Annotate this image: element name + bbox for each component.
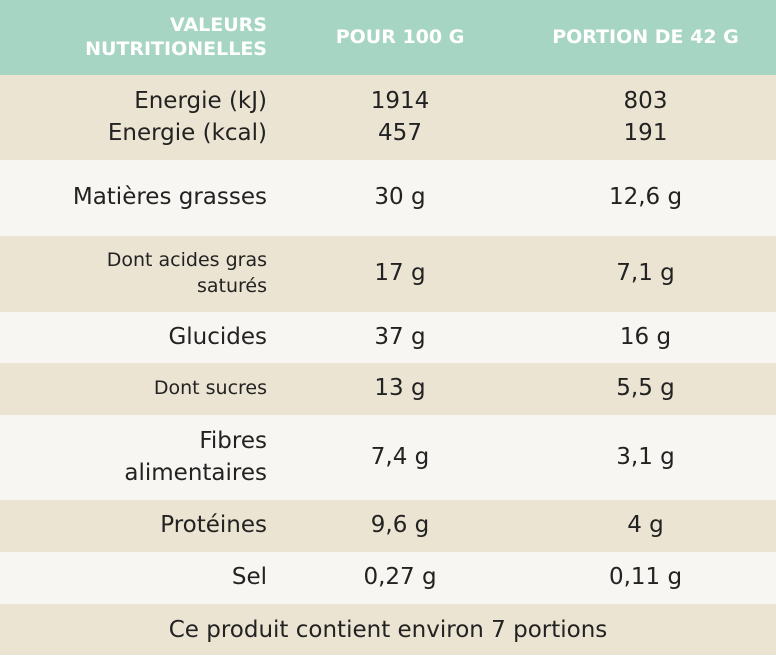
table-cell: 37 g <box>285 322 515 353</box>
cell-text: 9,6 g <box>370 512 430 539</box>
cell-text: Ce produit contient environ 7 portions <box>168 616 608 643</box>
table-cell: 3,1 g <box>515 442 776 473</box>
cell-text: 3,1 g <box>616 443 675 470</box>
cell-text: 37 g <box>374 323 426 350</box>
cell-text: Dont sucres <box>153 377 267 400</box>
table-cell: Glucides <box>0 322 285 353</box>
table-cell: Sel <box>0 562 285 593</box>
cell-text: 1914 <box>370 88 430 115</box>
table-row: Fibres alimentaires 7,4 g 3,1 g <box>0 415 776 500</box>
cell-text: 7,1 g <box>616 260 675 287</box>
cell-text: 191 <box>623 119 668 146</box>
cell-text: 16 g <box>619 323 672 350</box>
cell-text: PORTION DE 42 G <box>552 25 739 48</box>
cell-text: Energie (kJ) <box>134 88 267 115</box>
header-cell: POUR 100 G <box>285 26 515 50</box>
cell-text: 12,6 g <box>608 184 683 211</box>
cell-text: 4 g <box>627 512 664 539</box>
table-cell: 1914 457 <box>285 86 515 148</box>
cell-text: Matières grasses <box>72 184 267 211</box>
table-cell: Fibres alimentaires <box>0 426 285 488</box>
table-cell: 0,11 g <box>515 562 776 593</box>
cell-text: 0,11 g <box>608 564 683 591</box>
cell-text: VALEURS <box>170 13 267 36</box>
cell-text: 7,4 g <box>370 443 430 470</box>
cell-text: 17 g <box>374 260 426 287</box>
table-cell: 9,6 g <box>285 510 515 541</box>
table-cell: Dont sucres <box>0 376 285 402</box>
table-row: Glucides 37 g 16 g <box>0 312 776 363</box>
cell-text: Protéines <box>160 512 267 539</box>
table-cell: Energie (kJ) Energie (kcal) <box>0 86 285 148</box>
cell-text: Dont acides gras <box>106 249 267 272</box>
table-cell: 4 g <box>515 510 776 541</box>
table-cell: 30 g <box>285 182 515 213</box>
table-row: Protéines 9,6 g 4 g <box>0 500 776 552</box>
table-cell: 12,6 g <box>515 182 776 213</box>
cell-text: Energie (kcal) <box>107 119 267 146</box>
cell-text: 13 g <box>374 375 426 402</box>
cell-text: alimentaires <box>124 459 267 486</box>
table-row: Dont sucres 13 g 5,5 g <box>0 363 776 415</box>
cell-text: Glucides <box>168 323 267 350</box>
table-cell: Dont acides gras saturés <box>0 248 285 299</box>
table-cell: 803 191 <box>515 86 776 148</box>
table-row: Sel 0,27 g 0,11 g <box>0 552 776 604</box>
cell-text: 30 g <box>374 184 426 211</box>
table-row: Matières grasses 30 g 12,6 g <box>0 160 776 236</box>
table-row: Energie (kJ) Energie (kcal) 1914 457 803 191 <box>0 75 776 160</box>
table-cell: 13 g <box>285 373 515 404</box>
table-cell: 7,1 g <box>515 258 776 289</box>
cell-text: Fibres <box>199 428 267 455</box>
cell-text: POUR 100 G <box>335 25 465 48</box>
table-row: Dont acides gras saturés 17 g 7,1 g <box>0 236 776 312</box>
table-cell: Matières grasses <box>0 182 285 213</box>
cell-text: 803 <box>623 88 668 115</box>
table-cell: Protéines <box>0 510 285 541</box>
cell-text: Sel <box>231 564 267 591</box>
table-cell: 16 g <box>515 322 776 353</box>
header-cell: PORTION DE 42 G <box>515 26 776 50</box>
cell-text: NUTRITIONELLES <box>85 37 267 60</box>
cell-text: 457 <box>378 119 422 146</box>
header-row: VALEURS NUTRITIONELLES POUR 100 G PORTION D… <box>0 0 776 75</box>
footer-row: Ce produit contient environ 7 portions <box>0 604 776 655</box>
table-cell: 0,27 g <box>285 562 515 593</box>
header-cell: VALEURS NUTRITIONELLES <box>0 14 285 62</box>
cell-text: saturés <box>196 275 267 297</box>
table-cell: 7,4 g <box>285 442 515 473</box>
table-cell: 17 g <box>285 258 515 289</box>
cell-text: 0,27 g <box>363 564 437 591</box>
cell-text: 5,5 g <box>616 375 675 402</box>
table-cell: 5,5 g <box>515 373 776 404</box>
